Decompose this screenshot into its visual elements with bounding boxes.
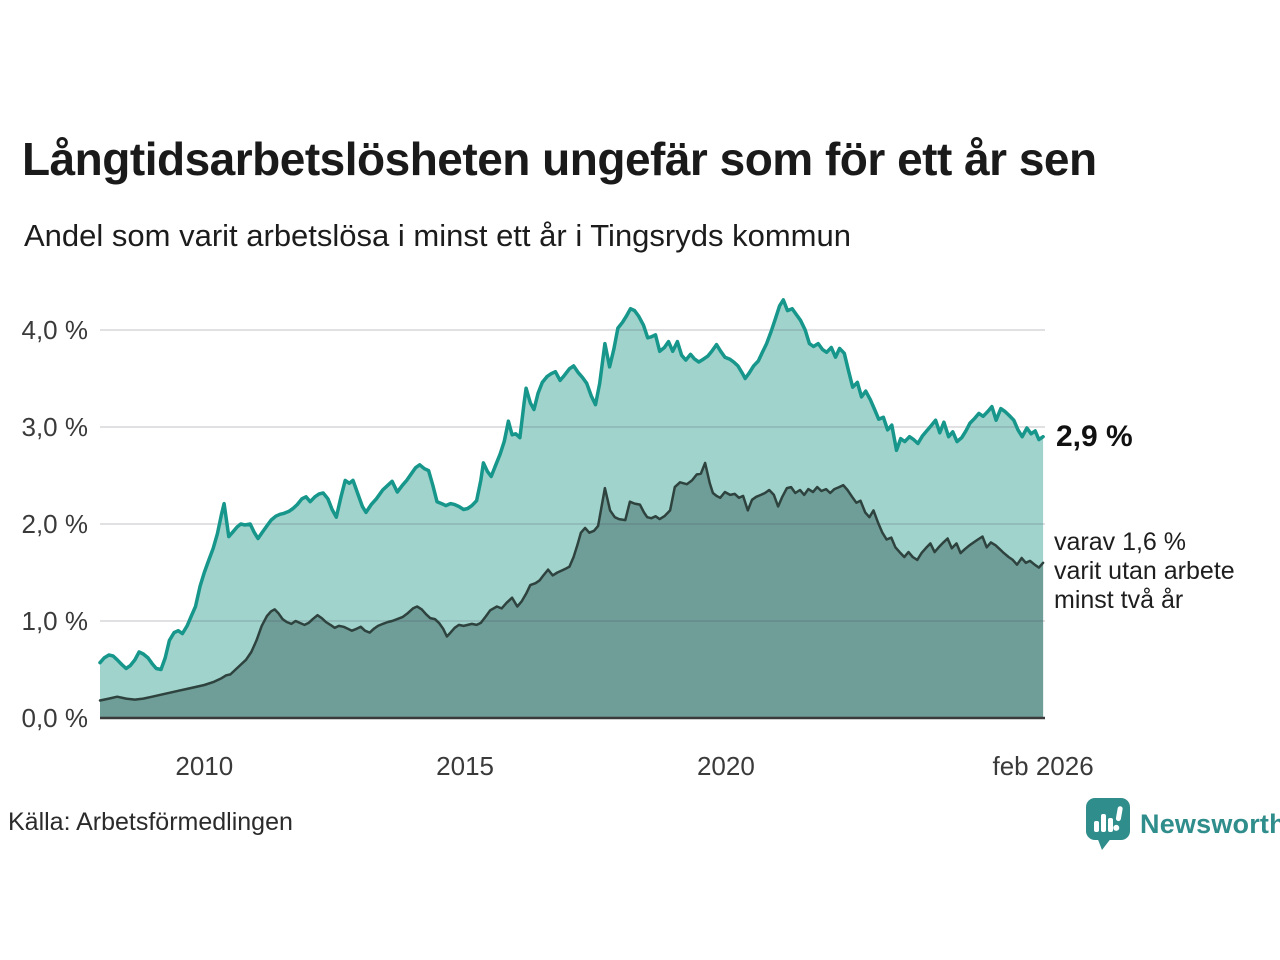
- newsworthy-logo-icon: [1086, 798, 1130, 850]
- page-title: Långtidsarbetslösheten ungefär som för e…: [22, 133, 1097, 185]
- x-tick-label: 2015: [436, 751, 494, 781]
- chart-subtitle: Andel som varit arbetslösa i minst ett å…: [24, 218, 851, 253]
- newsworthy-wordmark: Newsworthy: [1140, 808, 1280, 839]
- y-tick-label: 2,0 %: [22, 509, 89, 539]
- x-tick-label: feb 2026: [992, 751, 1093, 781]
- y-tick-label: 1,0 %: [22, 606, 89, 636]
- x-tick-label: 2020: [697, 751, 755, 781]
- minst-tva-ar-area: [100, 462, 1044, 718]
- newsworthy-logo: Newsworthy: [1086, 798, 1280, 850]
- latest-value-label: 2,9 %: [1056, 420, 1133, 453]
- source-attribution: Källa: Arbetsförmedlingen: [8, 808, 293, 836]
- secondary-value-label: varav 1,6 % varit utan arbete minst två …: [1054, 528, 1235, 614]
- minst-ett-ar-line: [98, 298, 1045, 672]
- minst-tva-ar-line: [98, 461, 1045, 702]
- y-tick-label: 4,0 %: [22, 315, 89, 345]
- y-tick-label: 3,0 %: [22, 412, 89, 442]
- y-tick-label: 0,0 %: [22, 703, 89, 733]
- x-tick-label: 2010: [175, 751, 233, 781]
